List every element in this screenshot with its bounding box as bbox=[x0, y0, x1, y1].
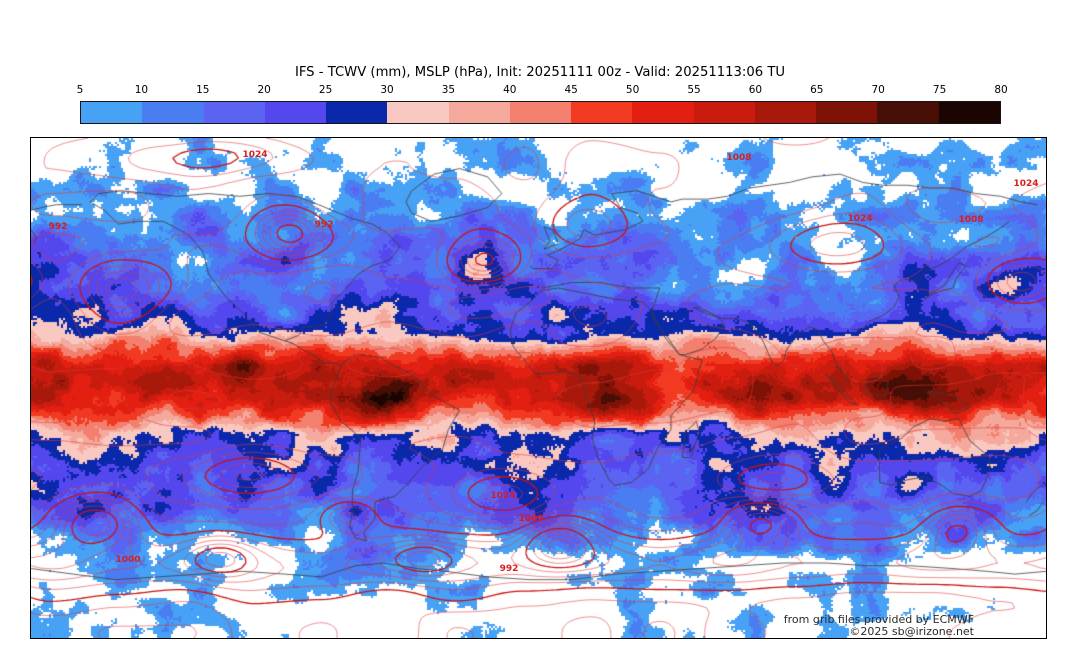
isobar-label: 992 bbox=[314, 220, 334, 230]
isobar-label: 1000 bbox=[115, 555, 141, 565]
colorbar-tick-label: 30 bbox=[380, 84, 394, 96]
isobar-label: 1024 bbox=[1013, 179, 1039, 189]
colorbar-segment bbox=[938, 102, 1000, 123]
colorbar-tick-label: 45 bbox=[564, 84, 578, 96]
colorbar-segment bbox=[877, 102, 939, 123]
colorbar-segment bbox=[816, 102, 878, 123]
colorbar-segment bbox=[142, 102, 204, 123]
colorbar-tick-label: 25 bbox=[318, 84, 333, 96]
colorbar-segment bbox=[81, 102, 143, 123]
page-title: IFS - TCWV (mm), MSLP (hPa), Init: 20251… bbox=[294, 65, 786, 80]
colorbar-tick-label: 75 bbox=[932, 84, 947, 96]
isobar-label: 1024 bbox=[242, 150, 268, 160]
map-frame: from grib files provided by ECMWF ©2025 … bbox=[30, 137, 1047, 639]
isobar-label: 1008 bbox=[958, 215, 984, 225]
colorbar-segment bbox=[509, 102, 572, 123]
colorbar-segment bbox=[448, 102, 510, 123]
colorbar-segment bbox=[632, 102, 694, 123]
map-canvas bbox=[31, 138, 1046, 638]
colorbar-tick-label: 60 bbox=[748, 84, 763, 96]
colorbar-tick-label: 70 bbox=[871, 84, 885, 96]
attribution-copyright: ©2025 sb@irizone.net bbox=[849, 625, 974, 638]
colorbar-segment bbox=[571, 102, 633, 123]
attribution-ecmwf: from grib files provided by ECMWF bbox=[783, 613, 974, 626]
isobar-label: 1024 bbox=[490, 491, 516, 501]
colorbar-segment bbox=[387, 102, 449, 123]
isobar-label: 1008 bbox=[726, 153, 752, 163]
isobar-label: 992 bbox=[48, 222, 68, 232]
colorbar-tick-label: 5 bbox=[76, 84, 84, 96]
colorbar-tick-label: 80 bbox=[994, 84, 1008, 96]
colorbar-tick-label: 40 bbox=[503, 84, 517, 96]
isobar-label: 1024 bbox=[847, 214, 873, 224]
colorbar-ticks: 5 10 15 20 25 30 35 40 45 50 55 60 65 70 75 80 bbox=[0, 84, 1080, 98]
colorbar-tick-label: 15 bbox=[196, 84, 210, 96]
colorbar-tick-label: 35 bbox=[441, 84, 456, 96]
isobar-label: 992 bbox=[499, 564, 519, 574]
colorbar-tick-label: 65 bbox=[810, 84, 824, 96]
isobar-label: 1000 bbox=[518, 514, 544, 524]
colorbar-segment bbox=[754, 102, 817, 123]
colorbar bbox=[80, 101, 1001, 124]
colorbar-segment bbox=[203, 102, 265, 123]
colorbar-segment bbox=[264, 102, 327, 123]
colorbar-tick-label: 55 bbox=[687, 84, 701, 96]
colorbar-segment bbox=[326, 102, 388, 123]
colorbar-segment bbox=[693, 102, 755, 123]
colorbar-tick-label: 20 bbox=[257, 84, 271, 96]
colorbar-tick-label: 10 bbox=[134, 84, 149, 96]
colorbar-tick-label: 50 bbox=[625, 84, 640, 96]
